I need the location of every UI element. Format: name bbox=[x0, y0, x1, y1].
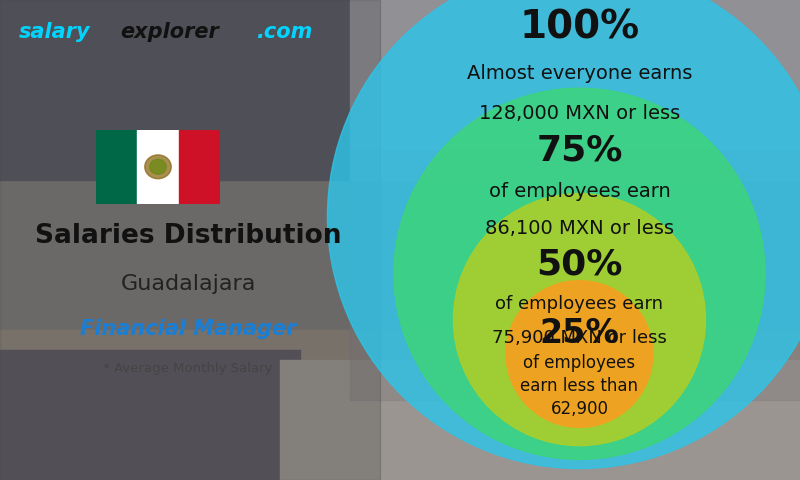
Text: 86,100 MXN or less: 86,100 MXN or less bbox=[485, 218, 674, 238]
Text: 75%: 75% bbox=[536, 133, 622, 167]
Bar bbox=[96, 130, 138, 204]
Text: Almost everyone earns: Almost everyone earns bbox=[466, 64, 692, 83]
Text: of employees: of employees bbox=[523, 354, 635, 372]
Bar bbox=[0, 180, 800, 330]
Text: 50%: 50% bbox=[536, 248, 622, 282]
Text: 128,000 MXN or less: 128,000 MXN or less bbox=[479, 104, 680, 123]
Text: of employees earn: of employees earn bbox=[495, 295, 663, 312]
Text: .com: .com bbox=[256, 22, 312, 42]
Bar bbox=[178, 130, 220, 204]
Bar bbox=[280, 360, 800, 480]
Text: of employees earn: of employees earn bbox=[489, 182, 670, 201]
Circle shape bbox=[150, 159, 166, 174]
Circle shape bbox=[394, 88, 765, 459]
Bar bbox=[0, 0, 800, 180]
Text: explorer: explorer bbox=[120, 22, 219, 42]
Circle shape bbox=[454, 193, 706, 445]
Text: Financial Manager: Financial Manager bbox=[80, 319, 296, 339]
Bar bbox=[0, 0, 350, 180]
Bar bbox=[0, 330, 800, 480]
Text: Guadalajara: Guadalajara bbox=[120, 274, 256, 294]
Text: Salaries Distribution: Salaries Distribution bbox=[34, 223, 342, 249]
Text: 62,900: 62,900 bbox=[550, 400, 609, 418]
Bar bbox=[0, 350, 300, 480]
Bar bbox=[0, 0, 380, 480]
Text: earn less than: earn less than bbox=[521, 377, 638, 395]
Text: salary: salary bbox=[19, 22, 90, 42]
Circle shape bbox=[506, 281, 653, 427]
Bar bbox=[350, 0, 800, 180]
Text: 25%: 25% bbox=[539, 317, 619, 350]
Text: * Average Monthly Salary: * Average Monthly Salary bbox=[103, 362, 273, 375]
Circle shape bbox=[145, 155, 171, 179]
Text: 75,900 MXN or less: 75,900 MXN or less bbox=[492, 329, 667, 347]
Text: 100%: 100% bbox=[519, 9, 639, 47]
Bar bbox=[350, 150, 800, 400]
Circle shape bbox=[327, 0, 800, 468]
Bar bbox=[138, 130, 178, 204]
